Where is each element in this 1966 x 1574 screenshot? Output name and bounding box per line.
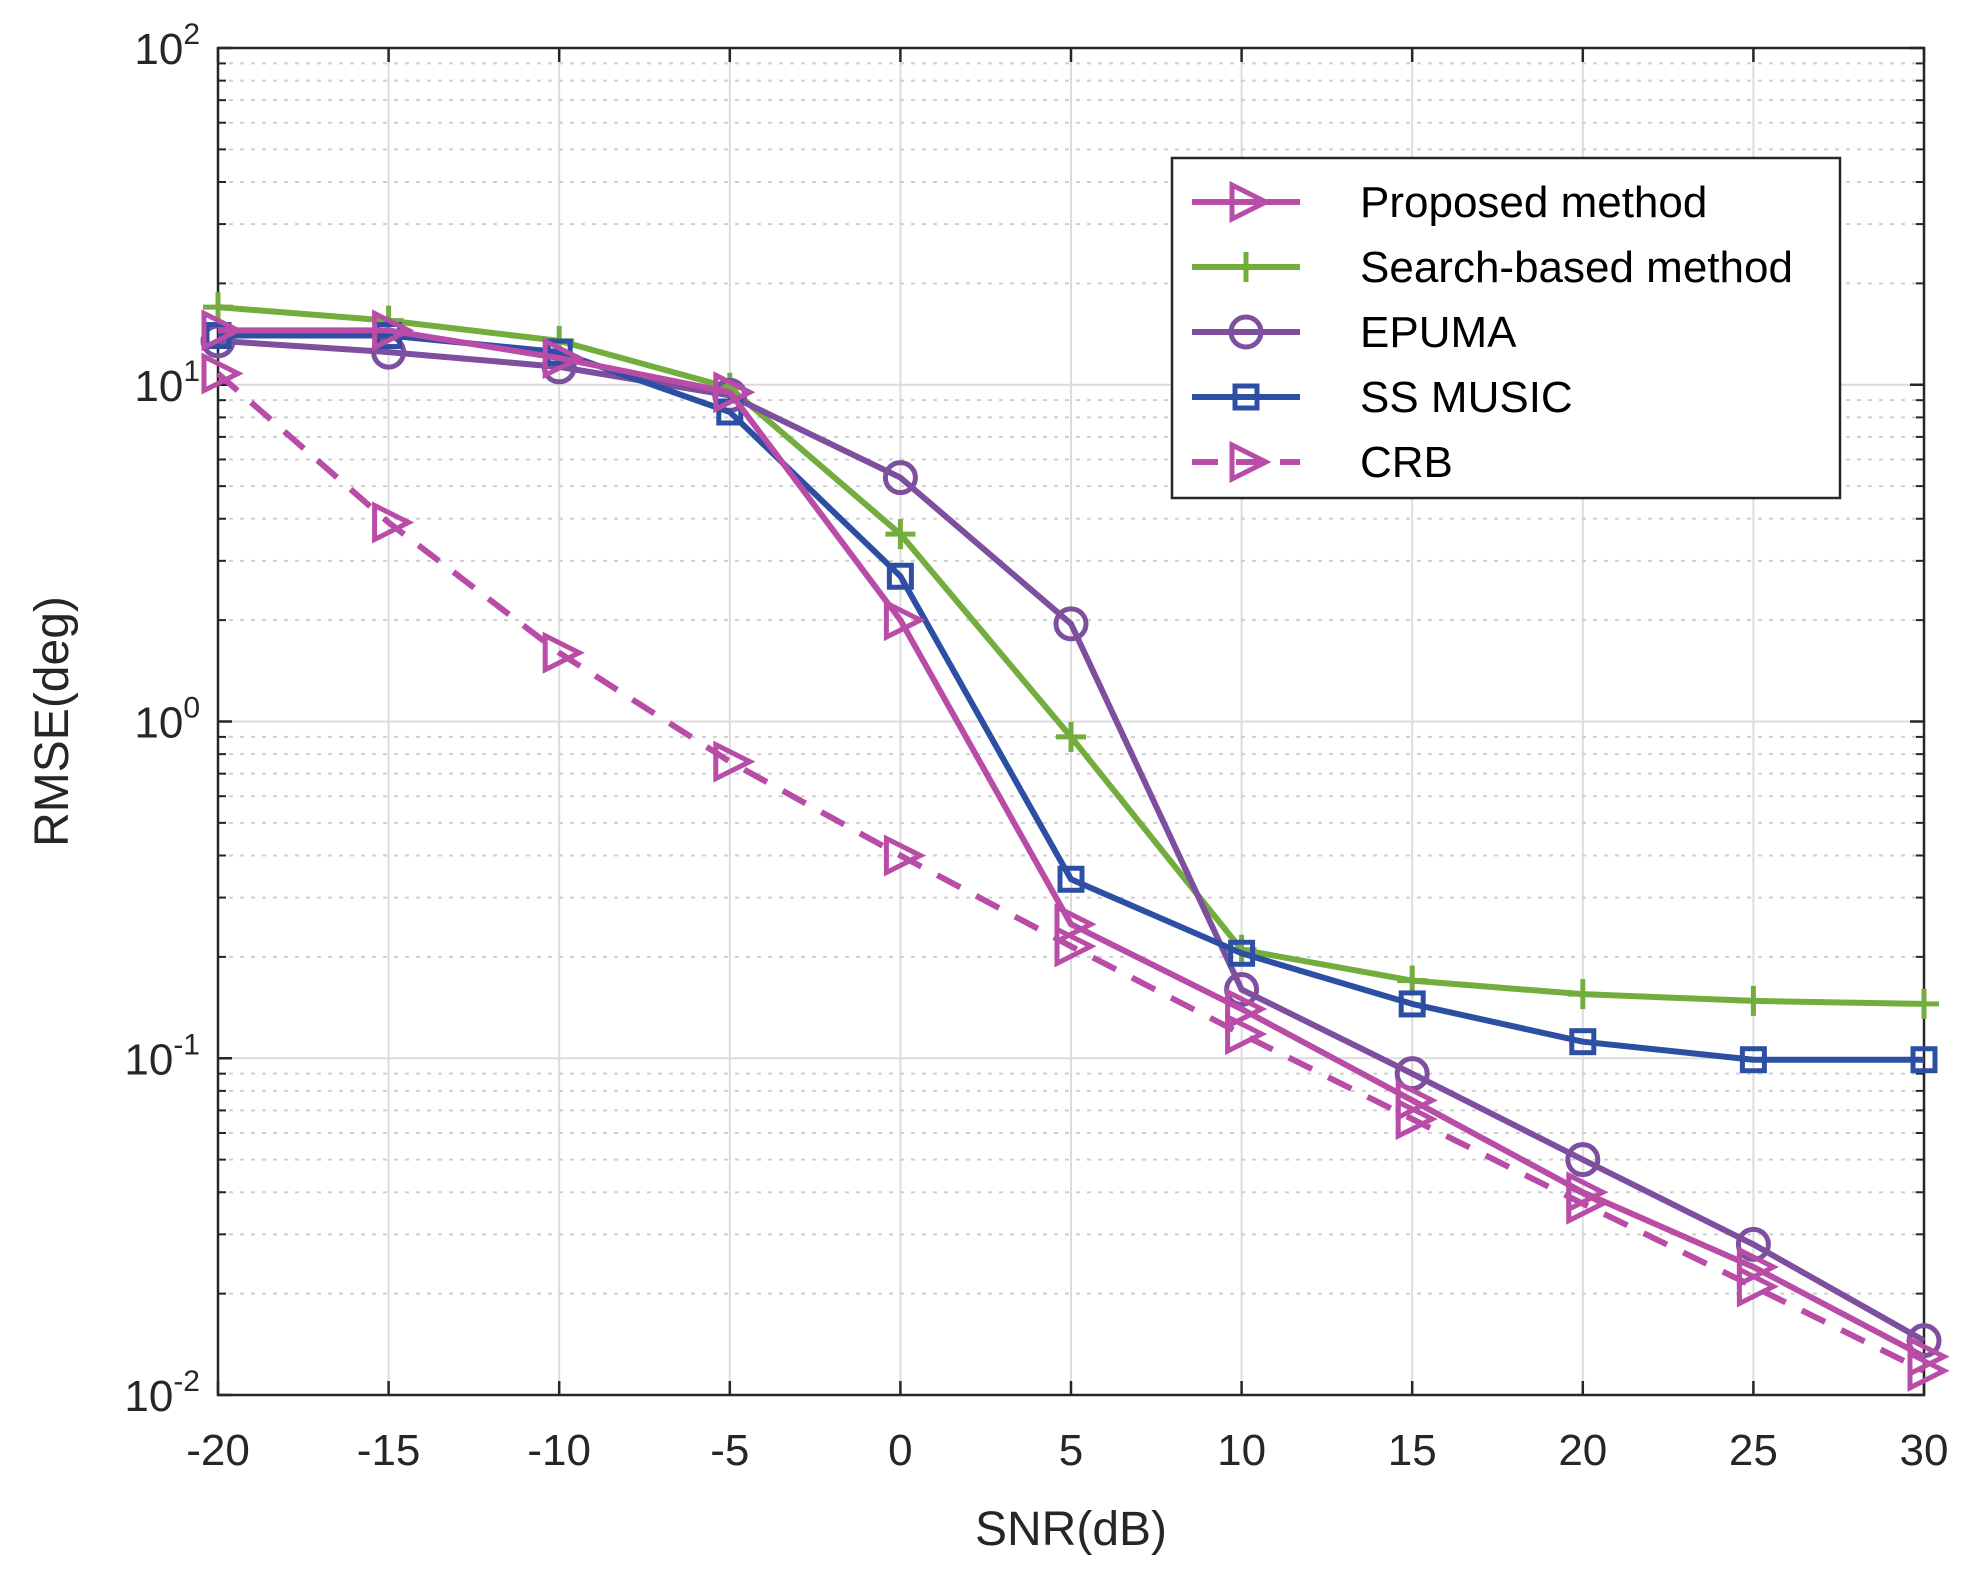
data-point-marker xyxy=(372,309,415,352)
data-point-marker xyxy=(1054,925,1097,968)
x-tick-label: 25 xyxy=(1729,1426,1778,1475)
data-point-marker xyxy=(883,834,926,877)
data-point-marker xyxy=(1053,606,1089,642)
legend-box xyxy=(1170,156,1842,500)
legend-entry: Search-based method xyxy=(1192,243,1793,292)
y-tick-label: 100 xyxy=(134,692,200,748)
data-point-marker xyxy=(201,309,244,352)
data-point-marker xyxy=(1398,990,1426,1018)
data-point-marker xyxy=(713,371,756,414)
series-line xyxy=(218,327,1926,1360)
data-point-marker xyxy=(1738,985,1769,1016)
legend-entry: CRB xyxy=(1192,438,1453,487)
x-tick-label: 10 xyxy=(1217,1426,1266,1475)
y-tick-label: 10-2 xyxy=(124,1365,200,1421)
data-point-marker xyxy=(1565,1142,1601,1178)
data-point-marker xyxy=(1566,1171,1609,1214)
series-line xyxy=(216,371,1926,1374)
series-group xyxy=(200,292,1950,1392)
legend-marker xyxy=(1231,252,1261,282)
x-tick-label: 30 xyxy=(1900,1426,1949,1475)
data-point-marker xyxy=(372,501,415,544)
legend-marker xyxy=(1228,314,1264,350)
data-point-marker xyxy=(1057,865,1085,893)
legend-label: EPUMA xyxy=(1360,308,1517,357)
data-point-marker xyxy=(713,740,756,783)
data-point-marker xyxy=(542,337,585,380)
x-tick-label: 5 xyxy=(1059,1426,1083,1475)
data-point-marker xyxy=(1739,1046,1767,1074)
legend-entry: EPUMA xyxy=(1192,308,1517,357)
x-tick-label: -15 xyxy=(357,1426,421,1475)
y-tick-label: 102 xyxy=(134,18,200,74)
data-point-marker xyxy=(1567,979,1598,1010)
data-point-marker xyxy=(203,292,233,323)
data-point-marker xyxy=(1056,721,1086,752)
legend-label: Proposed method xyxy=(1360,178,1707,227)
data-point-marker xyxy=(1225,1012,1268,1056)
data-point-marker xyxy=(1054,903,1097,946)
data-point-marker xyxy=(882,460,918,496)
legend-marker xyxy=(1229,180,1272,224)
tick-labels: -20 -15 -10 -5 0 5 10 15 20 25 30 10-2 10-1 100 101 102 xyxy=(124,18,1948,1475)
data-point-marker xyxy=(1228,939,1256,967)
x-axis-label: SNR(dB) xyxy=(975,1503,1167,1556)
legend-label: SS MUSIC xyxy=(1360,373,1573,422)
y-tick-label: 10-1 xyxy=(124,1028,200,1084)
x-tick-label: 20 xyxy=(1558,1426,1607,1475)
data-point-marker xyxy=(1225,987,1268,1031)
x-tick-label: -5 xyxy=(710,1426,749,1475)
legend-marker xyxy=(1232,383,1260,411)
legend: Proposed method Search-based method EPUMA S… xyxy=(1170,156,1842,500)
legend-label: CRB xyxy=(1360,438,1453,487)
data-point-marker xyxy=(1910,1046,1938,1074)
data-point-marker xyxy=(1909,988,1939,1019)
data-point-marker xyxy=(201,352,244,395)
y-axis-label: RMSE(deg) xyxy=(26,596,79,847)
x-tick-label: 0 xyxy=(888,1426,912,1475)
legend-label: Search-based method xyxy=(1360,243,1793,292)
series-line xyxy=(217,337,1926,1344)
legend-entry: Proposed method xyxy=(1192,178,1707,227)
series-search-based-method xyxy=(203,292,1939,1019)
legend-marker xyxy=(1229,440,1272,484)
legend-entry: SS MUSIC xyxy=(1192,373,1573,422)
data-point-marker xyxy=(883,599,926,642)
data-point-marker xyxy=(885,519,916,550)
data-point-marker xyxy=(1395,1079,1438,1122)
x-tick-label: -10 xyxy=(527,1426,591,1475)
data-point-marker xyxy=(1736,1245,1779,1289)
data-point-marker xyxy=(1569,1028,1597,1056)
data-point-marker xyxy=(542,631,585,674)
data-point-marker xyxy=(886,562,914,590)
data-point-marker xyxy=(1907,1335,1950,1378)
x-tick-label: 15 xyxy=(1388,1426,1437,1475)
series-proposed-method xyxy=(201,309,1950,1378)
y-tick-label: 101 xyxy=(134,355,200,411)
x-tick-label: -20 xyxy=(186,1426,250,1475)
